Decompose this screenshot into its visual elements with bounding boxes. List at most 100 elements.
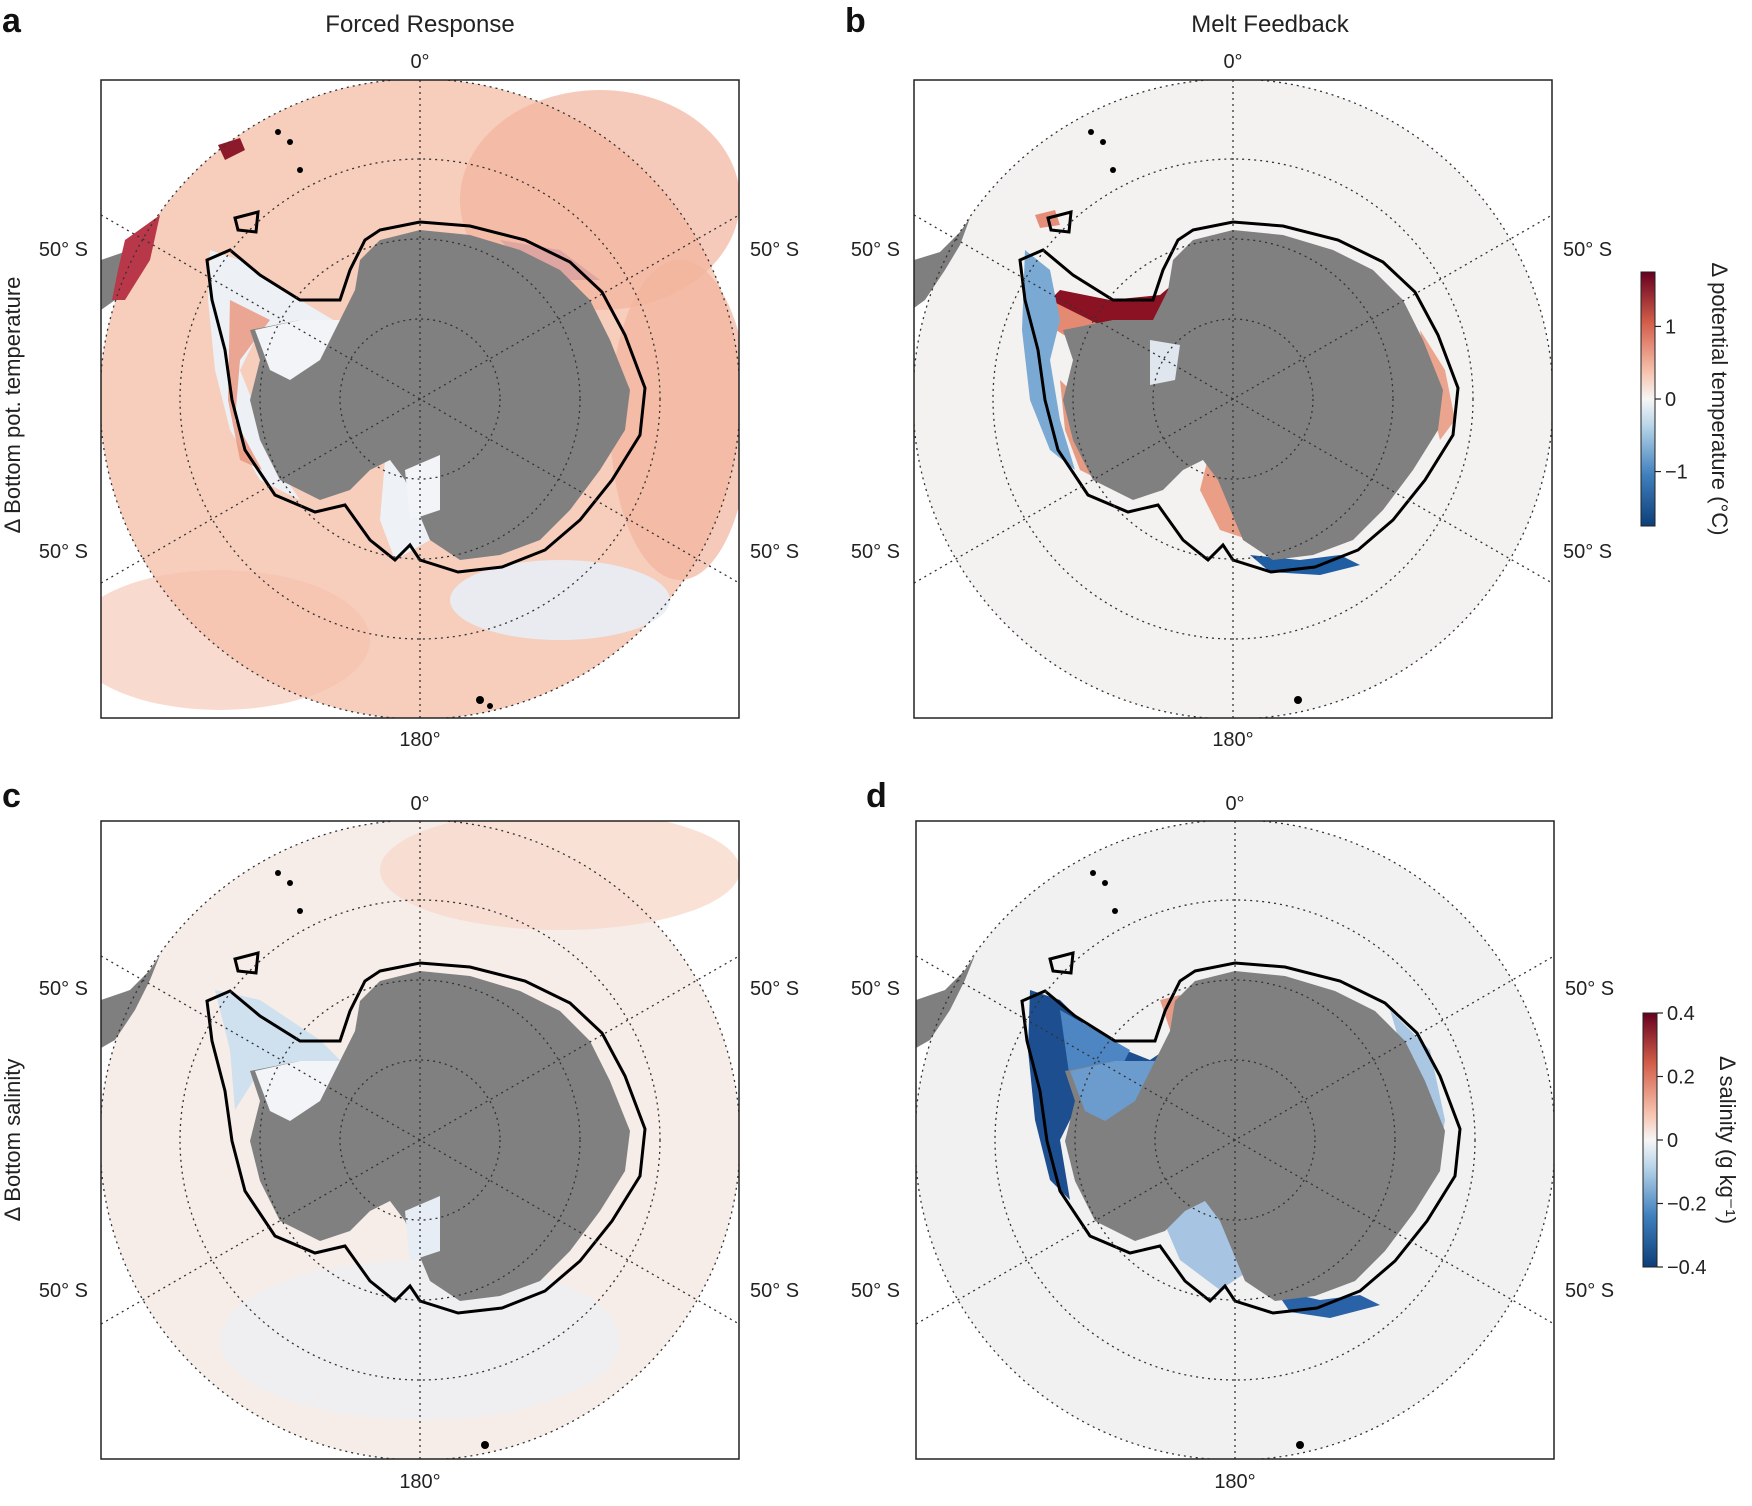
colorbar-gradient — [1642, 1012, 1658, 1268]
island — [233, 210, 260, 234]
map-panel-a: 0° 180° 50° S 50° S 50° S 50° S — [39, 51, 799, 751]
colorbar-tick-label: 0.2 — [1667, 1067, 1695, 1089]
lat-label-left-bottom: 50° S — [851, 1280, 900, 1302]
ice-shelf — [1070, 1061, 1155, 1121]
island — [275, 870, 281, 876]
ice-shelf — [255, 320, 340, 380]
panel-letter-b: b — [845, 2, 866, 40]
shelf-sea — [500, 240, 600, 280]
lat-label-right-bottom: 50° S — [1563, 541, 1612, 563]
colorbar-temperature: 1 0 −1 Δ potential temperature (°C) — [1640, 263, 1732, 536]
map-frame — [100, 79, 740, 719]
graticule — [916, 821, 1554, 1459]
map-frame — [915, 820, 1555, 1460]
lat-label-right-top: 50° S — [750, 978, 799, 1000]
map-panel-c: 0° 180° 50° S 50° S 50° S 50° S — [39, 793, 799, 1493]
landmass-antarctica — [1063, 230, 1443, 560]
island — [297, 167, 303, 173]
lat-label-right-bottom: 50° S — [750, 1280, 799, 1302]
lon-label-bottom: 180° — [399, 729, 440, 751]
colorbar-tick-label: 1 — [1665, 316, 1676, 338]
map-panel-b: 0° 180° 50° S 50° S 50° S 50° S — [851, 51, 1612, 751]
lat-label-left-bottom: 50° S — [39, 1280, 88, 1302]
island — [1110, 167, 1116, 173]
island — [1112, 908, 1118, 914]
lat-label-right-bottom: 50° S — [1565, 1280, 1614, 1302]
lat-label-right-bottom: 50° S — [750, 541, 799, 563]
colorbar-tick-label: 0.4 — [1667, 1003, 1695, 1025]
lat-label-right-top: 50° S — [750, 239, 799, 261]
colorbar-ticks: 1 0 −1 — [1655, 316, 1688, 484]
lat-label-left-top: 50° S — [851, 978, 900, 1000]
column-title-forced: Forced Response — [325, 11, 514, 38]
shelf-break-contour — [1020, 961, 1462, 1315]
lon-label-top: 0° — [410, 793, 429, 815]
ice-shelf — [405, 455, 440, 520]
row-label-salinity: Δ Bottom salinity — [0, 1059, 25, 1222]
graticule — [914, 80, 1552, 718]
lat-label-right-top: 50° S — [1563, 239, 1612, 261]
lon-label-top: 0° — [410, 51, 429, 73]
warm-anomaly — [380, 821, 739, 930]
island — [1046, 210, 1073, 234]
island — [287, 139, 293, 145]
lon-label-bottom: 180° — [1214, 1471, 1255, 1493]
island — [1102, 880, 1108, 886]
island — [1294, 696, 1302, 704]
colorbar-tick-label: 0 — [1665, 389, 1676, 411]
colorbar-tick-label: −0.4 — [1667, 1257, 1706, 1279]
lat-label-left-top: 50° S — [39, 978, 88, 1000]
island — [1048, 951, 1075, 975]
colorbar-tick-label: −1 — [1665, 462, 1688, 484]
panel-letter-a: a — [2, 2, 22, 40]
map-frame — [100, 820, 740, 1460]
lon-label-top: 0° — [1223, 51, 1242, 73]
colorbar-gradient — [1640, 271, 1656, 527]
lon-label-top: 0° — [1225, 793, 1244, 815]
graticule — [101, 821, 739, 1459]
cool-anomaly — [1022, 250, 1075, 470]
landmass-new-zealand — [914, 218, 970, 308]
colorbar-ticks: 0.4 0.2 0 −0.2 −0.4 — [1657, 1003, 1706, 1279]
lon-label-bottom: 180° — [1212, 729, 1253, 751]
island — [1088, 129, 1094, 135]
warm-coast — [218, 138, 245, 160]
lat-label-left-bottom: 50° S — [851, 541, 900, 563]
colorbar-label: Δ salinity (g kg⁻¹) — [1715, 1056, 1740, 1224]
warm-anomaly — [610, 260, 739, 580]
lon-label-bottom: 180° — [399, 1471, 440, 1493]
shelf-break-contour — [1018, 220, 1460, 574]
island — [481, 1441, 489, 1449]
lat-label-right-top: 50° S — [1565, 978, 1614, 1000]
colorbar-label: Δ potential temperature (°C) — [1707, 263, 1732, 536]
cool-anomaly — [450, 560, 670, 640]
shelf-break-contour — [205, 961, 647, 1315]
colorbar-tick-label: 0 — [1667, 1130, 1678, 1152]
island — [476, 696, 484, 704]
graticule — [101, 80, 739, 718]
panel-letter-c: c — [2, 777, 21, 815]
lat-label-left-bottom: 50° S — [39, 541, 88, 563]
ice-shelf — [405, 1196, 440, 1261]
island — [1100, 139, 1106, 145]
colorbar-salinity: 0.4 0.2 0 −0.2 −0.4 Δ salinity (g kg⁻¹) — [1642, 1003, 1740, 1279]
map-frame — [913, 79, 1553, 719]
landmass-new-zealand — [101, 955, 160, 1048]
landmass-new-zealand — [916, 955, 975, 1048]
island — [1296, 1441, 1304, 1449]
column-title-melt: Melt Feedback — [1191, 11, 1349, 38]
row-label-temperature: Δ Bottom pot. temperature — [0, 277, 25, 534]
ice-shelf — [255, 1061, 340, 1121]
map-panel-d: 0° 180° 50° S 50° S 50° S 50° S — [851, 793, 1614, 1493]
island — [1090, 870, 1096, 876]
landmass-antarctica — [1065, 971, 1445, 1301]
island — [297, 908, 303, 914]
colorbar-tick-label: −0.2 — [1667, 1194, 1706, 1216]
lat-label-left-top: 50° S — [851, 239, 900, 261]
landmass-antarctica — [250, 230, 630, 560]
landmass-antarctica — [250, 971, 630, 1301]
warm-anomaly — [101, 570, 370, 710]
panel-letter-d: d — [866, 777, 887, 815]
island — [287, 880, 293, 886]
